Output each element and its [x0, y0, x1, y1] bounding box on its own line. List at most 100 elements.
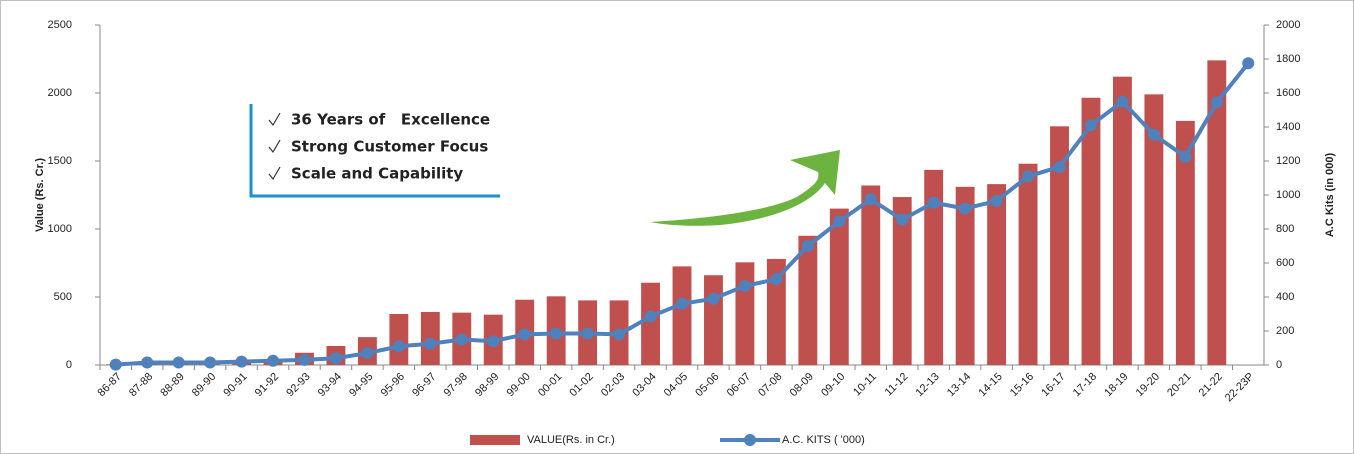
- line-marker: [613, 328, 625, 340]
- bar: [673, 266, 692, 365]
- y2-tick-label: 1800: [1276, 53, 1300, 65]
- x-tick-label: 06-07: [725, 371, 753, 399]
- legend-swatch: [744, 434, 756, 446]
- y2-tick-label: 0: [1276, 359, 1282, 371]
- x-tick-label: 88-89: [158, 371, 186, 399]
- y2-tick-label: 600: [1276, 257, 1294, 269]
- x-tick-label: 17-18: [1071, 371, 1099, 399]
- x-tick-label: 10-11: [851, 371, 879, 399]
- note-text: Strong Customer Focus: [291, 138, 488, 156]
- line-marker: [707, 293, 719, 305]
- line-marker: [1179, 151, 1191, 163]
- line-marker: [770, 273, 782, 285]
- x-tick-label: 15-16: [1008, 371, 1036, 399]
- x-tick-label: 11-12: [883, 371, 911, 399]
- x-tick-label: 89-90: [190, 371, 218, 399]
- line-marker: [267, 355, 279, 367]
- bar: [735, 262, 754, 365]
- check-icon: [269, 167, 280, 179]
- line-marker: [550, 328, 562, 340]
- line-marker: [739, 280, 751, 292]
- y2-tick-label: 1600: [1276, 87, 1300, 99]
- x-tick-label: 09-10: [819, 371, 847, 399]
- chart: Value (Rs. Cr.) A.C Kits (in 000) 36 Yea…: [0, 0, 1354, 454]
- line-marker: [173, 356, 185, 368]
- y2-tick-label: 1400: [1276, 121, 1300, 133]
- y2-tick-label: 400: [1276, 291, 1294, 303]
- bar: [1082, 98, 1101, 365]
- line-marker: [361, 347, 373, 359]
- bar: [861, 185, 880, 365]
- x-tick-label: 07-08: [756, 371, 784, 399]
- line-marker: [330, 352, 342, 364]
- y-tick-label: 2000: [48, 87, 72, 99]
- x-tick-label: 18-19: [1102, 371, 1130, 399]
- line-marker: [896, 214, 908, 226]
- x-tick-label: 87-88: [127, 371, 155, 399]
- check-icon: [269, 140, 280, 152]
- y2-tick-label: 1000: [1276, 189, 1300, 201]
- line-marker: [1116, 96, 1128, 108]
- x-tick-label: 13-14: [945, 371, 973, 399]
- legend-label: VALUE(Rs. in Cr.): [527, 434, 615, 446]
- y2-axis-title: A.C Kits (in 000): [1324, 152, 1336, 237]
- y-tick-label: 500: [54, 291, 72, 303]
- x-tick-label: 16-17: [1039, 371, 1067, 399]
- note-text: Scale and Capability: [291, 165, 463, 183]
- x-tick-label: 96-97: [410, 371, 438, 399]
- check-icon: [269, 113, 280, 125]
- x-tick-label: 99-00: [504, 371, 532, 399]
- legend-label: A.C. KITS ( '000): [782, 434, 865, 446]
- line-marker: [645, 311, 657, 323]
- x-tick-label: 05-06: [693, 371, 721, 399]
- bar: [704, 275, 723, 365]
- line-marker: [1085, 119, 1097, 131]
- x-tick-label: 91-92: [253, 371, 281, 399]
- y2-tick-label: 800: [1276, 223, 1294, 235]
- line-marker: [676, 298, 688, 310]
- line-marker: [236, 356, 248, 368]
- line-marker: [1242, 57, 1254, 69]
- bar: [641, 283, 660, 365]
- x-tick-label: 86-87: [96, 371, 124, 399]
- x-tick-label: 92-93: [284, 371, 312, 399]
- x-tick-label: 95-96: [379, 371, 407, 399]
- line-marker: [865, 193, 877, 205]
- y-tick-label: 2500: [48, 19, 72, 31]
- line-marker: [928, 197, 940, 209]
- growth-arrow: [650, 150, 840, 226]
- x-tick-label: 22-23P: [1223, 371, 1257, 405]
- x-tick-label: 01-02: [567, 371, 595, 399]
- y2-tick-label: 200: [1276, 325, 1294, 337]
- line-marker: [298, 354, 310, 366]
- x-tick-label: 02-03: [599, 371, 627, 399]
- x-tick-label: 12-13: [913, 371, 941, 399]
- x-tick-label: 08-09: [788, 371, 816, 399]
- y-axis-title: Value (Rs. Cr.): [34, 158, 46, 232]
- line-marker: [582, 328, 594, 340]
- line-marker: [802, 240, 814, 252]
- x-tick-label: 00-01: [536, 371, 564, 399]
- y2-tick-label: 1200: [1276, 155, 1300, 167]
- line-marker: [833, 215, 845, 227]
- line-marker: [393, 340, 405, 352]
- x-tick-label: 98-99: [473, 371, 501, 399]
- x-tick-label: 20-21: [1165, 371, 1193, 399]
- line-marker: [110, 359, 122, 371]
- note-text: 36 Years of Excellence: [291, 111, 490, 129]
- legend-swatch: [470, 435, 520, 445]
- y-tick-label: 1000: [48, 223, 72, 235]
- line-marker: [1211, 96, 1223, 108]
- line-marker: [1022, 170, 1034, 182]
- line-marker: [141, 356, 153, 368]
- x-tick-label: 04-05: [662, 371, 690, 399]
- x-tick-label: 03-04: [630, 371, 658, 399]
- x-tick-label: 90-91: [221, 371, 249, 399]
- line-marker: [1148, 129, 1160, 141]
- x-tick-label: 93-94: [316, 371, 344, 399]
- y-tick-label: 1500: [48, 155, 72, 167]
- line-marker: [1054, 161, 1066, 173]
- x-tick-label: 14-15: [976, 371, 1004, 399]
- line-marker: [456, 334, 468, 346]
- x-tick-label: 19-20: [1134, 371, 1162, 399]
